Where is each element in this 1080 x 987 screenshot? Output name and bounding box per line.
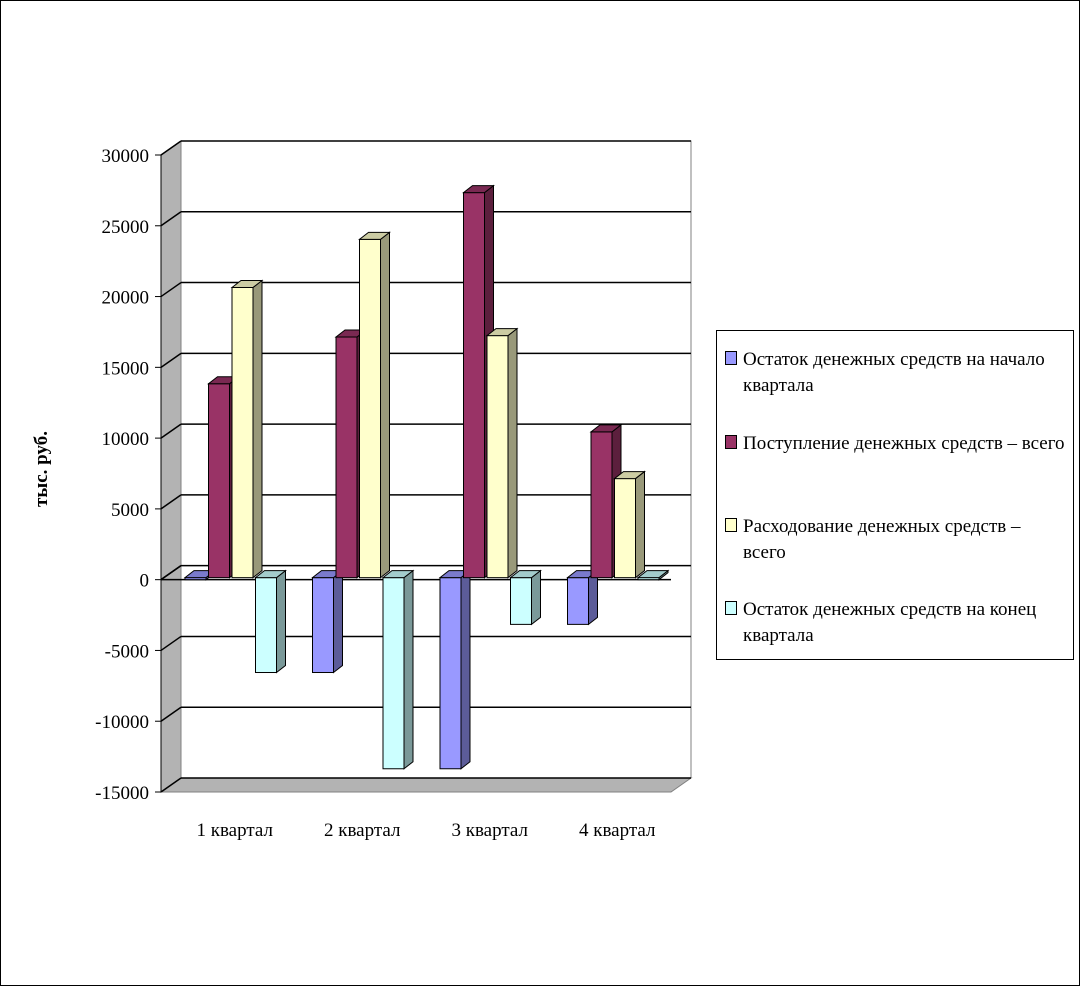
y-axis-label: тыс. руб. xyxy=(31,431,52,507)
y-tick-label: -5000 xyxy=(105,641,149,662)
gridline-side xyxy=(160,777,182,793)
bar-front xyxy=(510,577,532,625)
bar xyxy=(566,569,599,626)
gridline-side xyxy=(160,423,182,439)
bar-side xyxy=(252,279,263,579)
bar-side xyxy=(276,569,286,674)
legend-label: Остаток денежных средств на начало кварт… xyxy=(743,349,1045,396)
legend-label: Расходование денежных средств – всего xyxy=(743,516,1021,563)
bar-top xyxy=(358,231,391,240)
gridline-side xyxy=(160,281,182,298)
bar-side xyxy=(403,569,414,770)
bar xyxy=(358,231,391,579)
legend-swatch xyxy=(725,435,737,449)
bar xyxy=(230,279,264,579)
y-tick-label: 30000 xyxy=(102,146,150,167)
gridline-side xyxy=(160,211,182,227)
x-tick-label: 4 квартал xyxy=(579,820,656,841)
y-tick-label: 10000 xyxy=(102,429,150,450)
bar-front xyxy=(382,577,405,770)
zero-axis-side xyxy=(160,565,182,581)
bar-front xyxy=(208,383,230,579)
y-tick-label: 5000 xyxy=(111,500,149,521)
bar-side xyxy=(460,569,471,770)
bar-top xyxy=(613,471,646,480)
bar-top xyxy=(230,279,264,288)
y-tick-label: -15000 xyxy=(95,783,149,804)
legend-label: Остаток денежных средств на конец кварта… xyxy=(743,599,1037,646)
bar-side xyxy=(531,569,541,626)
gridline-side xyxy=(160,494,182,510)
bar-side xyxy=(507,327,518,579)
bar-front xyxy=(463,192,485,579)
bar-front xyxy=(255,577,277,674)
y-tick-label: -10000 xyxy=(95,712,149,733)
bar xyxy=(485,327,519,579)
bar xyxy=(254,569,287,674)
bar xyxy=(509,569,542,626)
legend-swatch xyxy=(725,601,737,615)
bar-top xyxy=(589,424,623,433)
gridline-side xyxy=(160,635,182,652)
bar-top xyxy=(254,570,287,579)
x-tick-labels: 1 квартал 2 квартал 3 квартал 4 квартал xyxy=(196,820,656,841)
bar-front xyxy=(439,577,462,770)
bar-front xyxy=(590,431,613,579)
bar-side xyxy=(588,569,598,626)
x-tick-label: 3 квартал xyxy=(451,820,528,841)
bar-top xyxy=(381,570,415,579)
bar-side xyxy=(333,569,343,674)
bars xyxy=(183,184,670,770)
bar-top xyxy=(462,185,495,194)
bar xyxy=(311,569,344,674)
bar-top xyxy=(509,570,542,579)
bar xyxy=(636,569,670,581)
bar-front xyxy=(486,335,509,579)
bar-top xyxy=(636,570,670,579)
bar-top xyxy=(485,328,519,337)
side-wall xyxy=(160,140,182,793)
y-tick-label: 20000 xyxy=(102,288,150,309)
bar-front xyxy=(614,478,636,579)
floor-wall xyxy=(159,777,693,793)
bar xyxy=(613,470,646,579)
gridline-side xyxy=(160,706,182,722)
legend-swatch xyxy=(725,351,737,365)
legend: Остаток денежных средств на начало кварт… xyxy=(716,330,1074,660)
x-tick-label: 2 квартал xyxy=(324,820,401,841)
bar-front xyxy=(312,577,334,674)
y-tick-label: 15000 xyxy=(102,358,150,379)
bar-front xyxy=(359,238,381,579)
bar-side xyxy=(635,470,645,579)
bar xyxy=(381,569,415,770)
gridline-side xyxy=(160,140,182,156)
bar-front xyxy=(567,577,589,625)
gridline-side xyxy=(160,352,182,368)
bar-front xyxy=(335,336,358,579)
x-tick-label: 1 квартал xyxy=(196,820,273,841)
bar xyxy=(438,569,472,770)
bar-front xyxy=(231,286,254,579)
bar-side xyxy=(380,231,390,579)
legend-swatch xyxy=(725,518,737,532)
gridlines xyxy=(155,140,691,793)
y-tick-label: 0 xyxy=(140,571,150,592)
y-tick-labels: 30000 25000 20000 15000 10000 5000 0 -5000 -1000… xyxy=(95,146,149,804)
y-tick-label: 25000 xyxy=(102,217,150,238)
legend-label: Поступление денежных средств – всего xyxy=(743,433,1065,454)
